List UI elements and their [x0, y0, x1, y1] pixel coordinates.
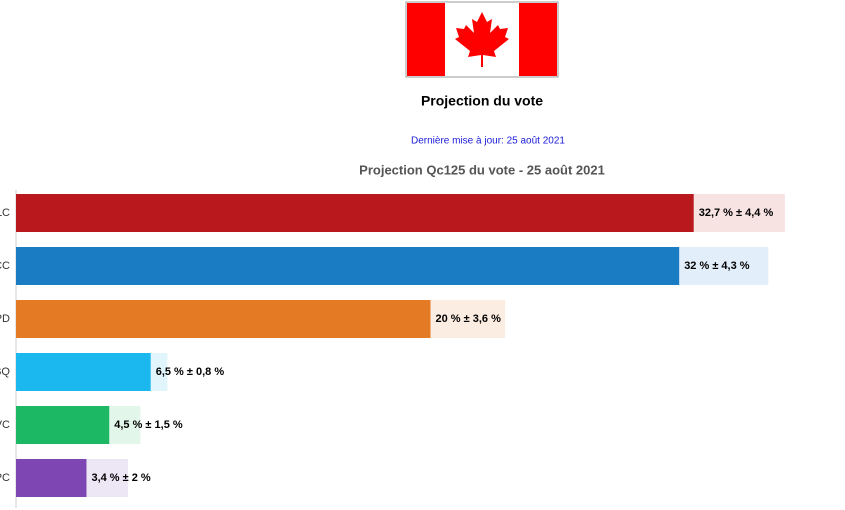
error-band — [679, 247, 769, 285]
error-band — [109, 406, 141, 444]
bar — [16, 194, 694, 232]
error-band — [430, 300, 506, 338]
error-band — [150, 353, 168, 391]
category-label: LC — [0, 207, 10, 219]
value-label: 32,7 % ± 4,4 % — [699, 207, 774, 219]
error-band — [86, 459, 128, 497]
category-label: BQ — [0, 366, 10, 378]
category-label: PC — [0, 472, 10, 484]
value-label: 32 % ± 4,3 % — [684, 260, 750, 272]
category-label: VC — [0, 419, 10, 431]
category-label: CC — [0, 260, 10, 272]
flag — [405, 1, 559, 78]
value-label: 6,5 % ± 0,8 % — [156, 366, 225, 378]
update-date: Dernière mise à jour: 25 août 2021 — [411, 136, 565, 147]
bar — [16, 353, 151, 391]
error-band — [693, 194, 785, 232]
value-label: 20 % ± 3,6 % — [436, 313, 502, 325]
value-label: 4,5 % ± 1,5 % — [114, 419, 183, 431]
category-label: PD — [0, 313, 10, 325]
bar — [16, 247, 680, 285]
bar — [16, 300, 431, 338]
chart-title: Projection Qc125 du vote - 25 août 2021 — [359, 162, 605, 177]
value-label: 3,4 % ± 2 % — [91, 472, 150, 484]
page-title: Projection du vote — [421, 93, 543, 109]
bar — [16, 459, 87, 497]
bar — [16, 406, 110, 444]
